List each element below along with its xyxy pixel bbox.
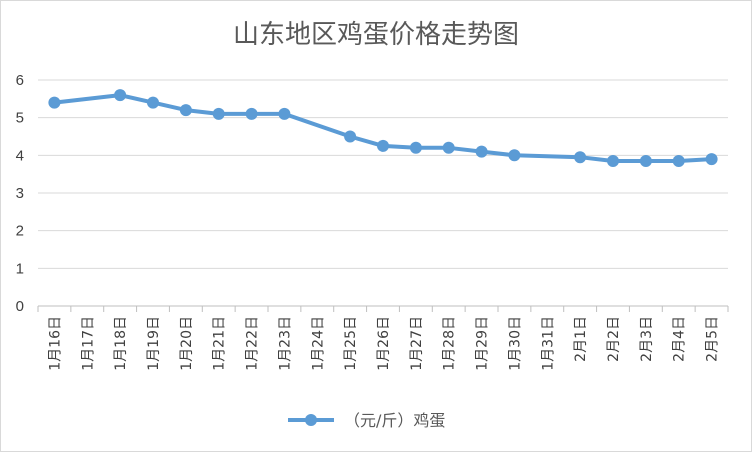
x-axis: 1月16日 1月17日 1月18日 1月19日 1月20日 1月21日 1月22日 1月23日… [37,306,729,371]
data-point-12 [442,141,455,154]
x-tick-label-0: 1月16日 [47,316,63,371]
x-tick-label-3: 1月19日 [146,316,162,371]
x-tick-label-17: 2月2日 [606,316,622,362]
x-tick-label-7: 1月23日 [277,316,293,371]
data-point-19 [672,155,685,167]
data-point-3 [147,96,159,109]
legend: （元/斤）鸡蛋 [288,411,445,430]
x-tick-label-11: 1月27日 [409,316,425,371]
data-point-4 [179,104,192,117]
data-point-5 [212,107,225,120]
data-point-6 [245,107,258,120]
data-point-0 [48,96,61,109]
y-tick-label-4: 4 [16,147,24,164]
data-point-2 [114,89,127,102]
x-tick-label-6: 1月22日 [245,316,261,371]
data-point-14 [508,149,521,162]
x-tick-label-12: 1月28日 [442,316,458,371]
x-tick-label-1: 1月17日 [80,316,96,371]
x-tick-label-5: 1月21日 [212,316,228,371]
x-tick-label-2: 1月18日 [113,316,129,371]
x-tick-label-15: 1月31日 [540,316,556,371]
data-point-16 [574,151,587,164]
data-point-20 [705,153,718,166]
gridlines [38,79,728,307]
y-tick-label-0: 0 [16,298,24,315]
y-tick-label-6: 6 [16,72,24,89]
series-egg-price [48,89,718,167]
x-tick-label-9: 1月25日 [343,316,359,371]
legend-entry-egg-price: （元/斤）鸡蛋 [344,411,445,430]
data-point-9 [344,130,357,143]
data-point-13 [475,145,488,158]
x-tick-label-13: 1月29日 [475,316,491,371]
y-tick-label-2: 2 [16,223,24,240]
x-tick-label-14: 1月30日 [507,316,523,371]
x-tick-label-4: 1月20日 [179,316,195,371]
data-point-18 [639,155,652,167]
x-tick-label-8: 1月24日 [310,316,326,371]
x-tick-label-20: 2月5日 [705,316,721,362]
legend-marker [305,414,317,426]
data-point-10 [377,139,389,152]
y-tick-label-1: 1 [16,260,24,277]
chart-title: 山东地区鸡蛋价格走势图 [233,20,519,50]
x-tick-label-18: 2月3日 [639,316,655,362]
x-tick-label-16: 2月1日 [573,316,589,362]
data-point-11 [409,141,422,154]
y-axis: 0 1 2 3 4 5 6 [16,72,24,315]
x-tick-label-19: 2月4日 [672,316,688,362]
x-tick-label-10: 1月26日 [376,316,392,371]
data-point-7 [278,107,291,120]
data-point-17 [607,155,619,167]
y-tick-label-5: 5 [16,110,24,127]
y-tick-label-3: 3 [16,185,24,202]
